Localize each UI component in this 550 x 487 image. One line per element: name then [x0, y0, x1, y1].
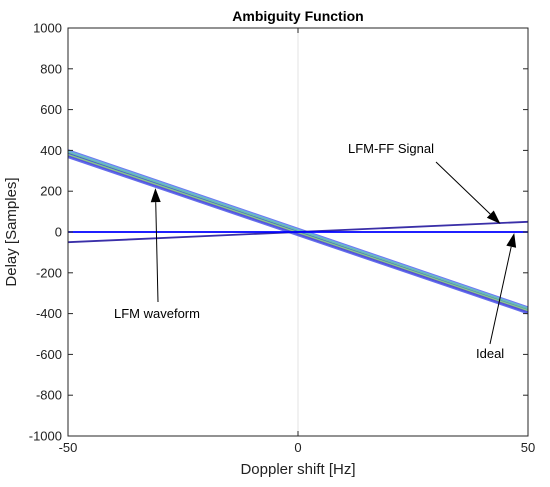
annotation-ideal: Ideal: [476, 346, 504, 361]
lfm-waveform-arrow: [150, 188, 161, 303]
y-tick-label: -600: [36, 347, 62, 362]
y-tick-label: 600: [40, 102, 62, 117]
chart-title: Ambiguity Function: [232, 8, 363, 24]
y-tick-label: -800: [36, 388, 62, 403]
lfm-ff-signal-arrow: [435, 161, 501, 224]
data-series: [68, 149, 528, 315]
x-tick-label: 0: [294, 440, 301, 455]
x-axis-title: Doppler shift [Hz]: [240, 461, 355, 478]
y-axis-title: Delay [Samples]: [3, 177, 20, 286]
y-tick-label: 1000: [33, 21, 62, 36]
y-tick-label: 800: [40, 61, 62, 76]
y-tick-label: 0: [55, 225, 62, 240]
annotation-lfm-waveform: LFM waveform: [114, 306, 200, 321]
axis-ticks: 1000 800 600 400 200 0 -200 -400 -600 -800 -1000-5…: [29, 21, 535, 456]
y-tick-label: 400: [40, 143, 62, 158]
y-tick-label: -400: [36, 306, 62, 321]
lfm-waveform-band-line-5: [68, 155, 528, 315]
x-tick-label: -50: [59, 440, 78, 455]
ideal-arrow: [489, 233, 517, 345]
y-tick-label: -200: [36, 265, 62, 280]
y-tick-label: 200: [40, 184, 62, 199]
x-tick-label: 50: [521, 440, 535, 455]
annotation-lfm-ff-signal: LFM-FF Signal: [348, 141, 434, 156]
annotations: LFM-FF Signal LFM waveform Ideal: [114, 141, 517, 361]
y-tick-label: -1000: [29, 429, 62, 444]
